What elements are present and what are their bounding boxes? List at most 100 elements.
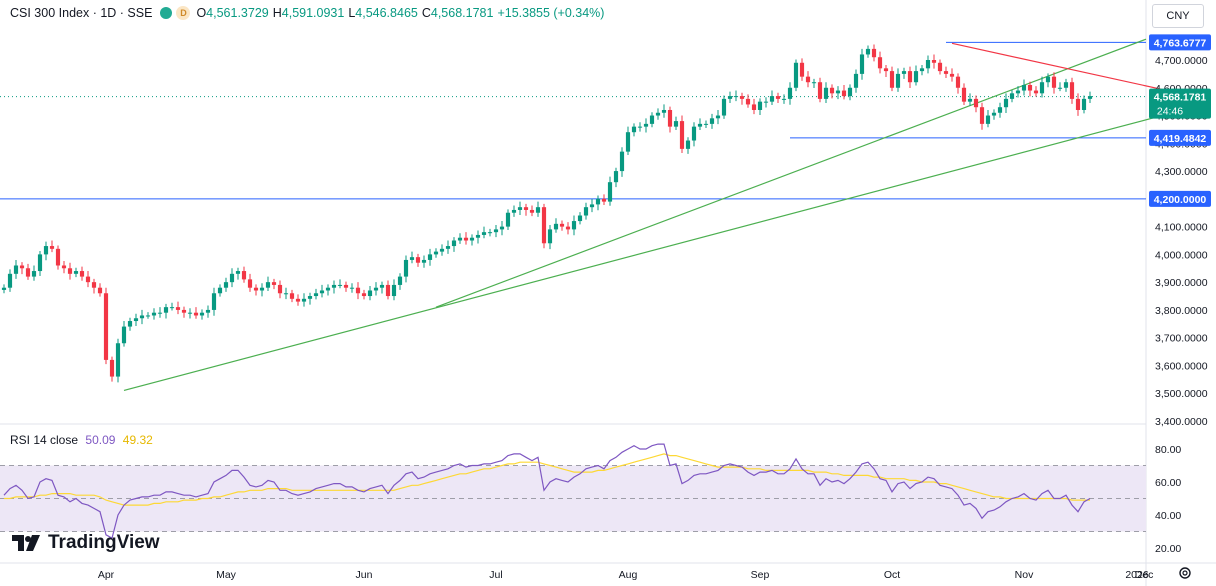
candle [1021,79,1027,96]
rsi-header[interactable]: RSI 14 close 50.09 49.32 [10,433,153,447]
candle [343,281,349,292]
candle [205,305,211,318]
candle-body [475,234,481,238]
price-tick-label: 4,300.0000 [1155,166,1208,178]
candle [565,222,571,235]
candle [715,109,721,125]
gear-icon[interactable] [1178,566,1192,580]
candle [871,44,877,62]
rsi-ma-line [4,453,1090,506]
close-value: 4,568.1781 [430,6,494,20]
candle [379,281,385,294]
candle [265,276,271,292]
rsi-tick-label: 40.00 [1155,510,1181,522]
candle-body [685,140,691,149]
candle [181,306,187,318]
candle-body [319,290,325,294]
candle-body [889,71,895,88]
candle [511,205,517,217]
candle-body [865,48,871,55]
candle [763,97,769,108]
candle-body [901,71,907,74]
candle [673,116,679,130]
candle [781,94,787,104]
candle-body [379,284,385,288]
low-label: L [348,6,356,20]
candle-body [457,237,463,241]
candle-body [583,207,589,216]
candle [799,58,805,81]
candle-body [607,182,613,202]
candle [517,201,523,215]
candle-body [169,307,175,309]
candle [865,45,871,58]
candle [349,283,355,293]
candle [97,283,103,297]
candle [631,123,637,137]
status-dot-icon [160,7,173,19]
candle-body [7,273,13,288]
candle-body [1057,87,1063,89]
candle [289,289,295,303]
candle-body [343,284,349,288]
candle [853,69,859,93]
level-tag-text: 4,200.0000 [1154,194,1207,206]
candle-body [853,73,859,88]
candle-body [727,96,733,99]
candle [883,64,889,77]
candle-body [787,87,793,99]
candle [481,226,487,239]
candle [901,67,907,79]
candle [829,84,835,99]
candle-body [361,293,367,297]
candle-body [757,101,763,110]
candle-body [559,223,565,227]
candle-body [625,132,631,152]
candle-body [469,237,475,241]
candle-body [655,112,661,116]
candle-body [775,96,781,99]
candle [787,82,793,105]
candle [601,194,607,205]
candle [535,201,541,217]
candle-body [817,82,823,99]
candle [499,221,505,236]
candle-body [217,287,223,294]
candle [607,176,613,206]
candle-body [1003,98,1009,108]
candle-body [913,71,919,83]
candle-body [841,90,847,97]
candle-body [55,248,61,266]
rsi-value: 50.09 [85,433,116,447]
candle [1051,72,1057,94]
candle [313,288,319,300]
candle-body [397,276,403,285]
candle [817,77,823,103]
candle [403,255,409,283]
symbol-title[interactable]: CSI 300 Index · 1D · SSE [10,6,153,20]
candle [139,309,145,325]
price-tick-label: 4,000.0000 [1155,249,1208,261]
candle [145,312,151,319]
rsi-label: RSI 14 close [10,433,79,447]
candle [811,78,817,89]
candle [541,203,547,249]
candle-body [895,73,901,88]
candle-body [67,268,73,274]
candle-body [799,62,805,77]
candle-body [175,307,181,310]
candle [907,66,913,89]
candle-body [643,123,649,127]
candle-body [967,98,973,102]
currency-selector[interactable]: CNY [1152,4,1204,28]
open-label: O [196,6,207,20]
candle [1081,95,1087,114]
resistance-tag-bg [1149,34,1211,51]
candle-body [1051,76,1057,88]
tradingview-logo[interactable]: TradingView [12,532,160,554]
candle [463,232,469,245]
candle [577,212,583,225]
candle [931,54,937,69]
candle-body [589,204,595,208]
